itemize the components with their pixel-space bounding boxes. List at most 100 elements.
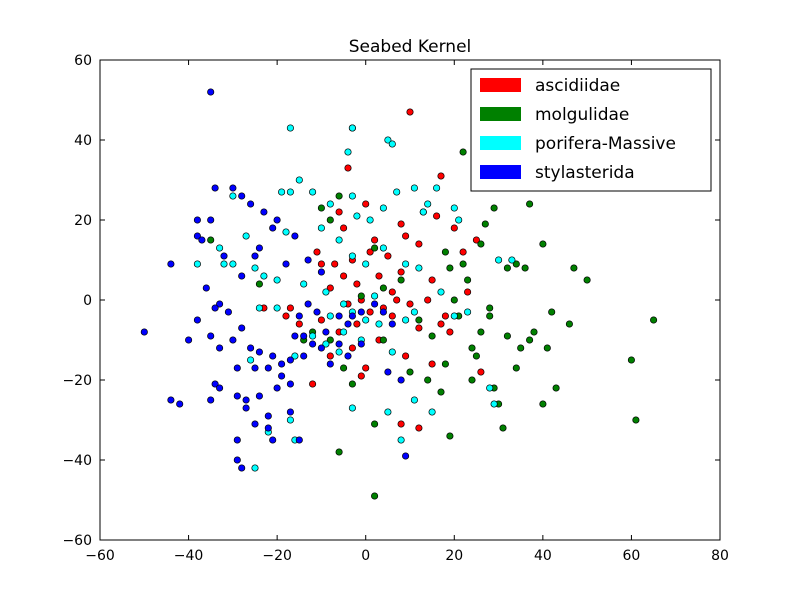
point-porifera-Massive	[335, 236, 343, 244]
point-stylasterida	[335, 340, 343, 348]
point-molgulidae	[627, 356, 635, 364]
point-stylasterida	[357, 308, 365, 316]
point-porifera-Massive	[295, 176, 303, 184]
point-stylasterida	[229, 336, 237, 344]
point-molgulidae	[424, 376, 432, 384]
y-tick-label: 20	[74, 213, 92, 229]
point-porifera-Massive	[450, 312, 458, 320]
point-ascidiidae	[317, 316, 325, 324]
point-porifera-Massive	[340, 328, 348, 336]
point-porifera-Massive	[300, 280, 308, 288]
x-tick-label: −60	[85, 548, 115, 564]
point-porifera-Massive	[362, 316, 370, 324]
point-stylasterida	[273, 216, 281, 224]
point-porifera-Massive	[402, 260, 410, 268]
point-ascidiidae	[357, 372, 365, 380]
point-molgulidae	[379, 284, 387, 292]
point-molgulidae	[446, 432, 454, 440]
point-stylasterida	[322, 328, 330, 336]
point-porifera-Massive	[375, 320, 383, 328]
point-stylasterida	[269, 224, 277, 232]
point-stylasterida	[198, 236, 206, 244]
point-stylasterida	[326, 360, 334, 368]
point-stylasterida	[193, 316, 201, 324]
point-molgulidae	[326, 336, 334, 344]
point-stylasterida	[185, 336, 193, 344]
point-porifera-Massive	[362, 260, 370, 268]
point-molgulidae	[548, 308, 556, 316]
y-tick-label: 40	[74, 133, 92, 149]
point-molgulidae	[512, 364, 520, 372]
point-stylasterida	[255, 244, 263, 252]
point-stylasterida	[255, 392, 263, 400]
point-ascidiidae	[464, 288, 472, 296]
point-porifera-Massive	[397, 436, 405, 444]
point-molgulidae	[441, 248, 449, 256]
point-ascidiidae	[459, 248, 467, 256]
point-stylasterida	[242, 396, 250, 404]
x-tick-label: 20	[445, 548, 463, 564]
point-ascidiidae	[397, 220, 405, 228]
point-stylasterida	[269, 436, 277, 444]
point-molgulidae	[464, 276, 472, 284]
point-ascidiidae	[428, 276, 436, 284]
point-molgulidae	[486, 312, 494, 320]
point-porifera-Massive	[344, 148, 352, 156]
point-stylasterida	[384, 368, 392, 376]
point-molgulidae	[472, 352, 480, 360]
point-porifera-Massive	[348, 124, 356, 132]
point-molgulidae	[335, 192, 343, 200]
point-ascidiidae	[282, 312, 290, 320]
point-porifera-Massive	[353, 212, 361, 220]
legend-swatch-porifera-Massive	[480, 136, 521, 150]
point-ascidiidae	[366, 248, 374, 256]
point-stylasterida	[264, 412, 272, 420]
point-porifera-Massive	[291, 352, 299, 360]
point-ascidiidae	[344, 164, 352, 172]
point-porifera-Massive	[424, 200, 432, 208]
point-molgulidae	[317, 204, 325, 212]
point-molgulidae	[207, 236, 215, 244]
point-molgulidae	[335, 448, 343, 456]
point-ascidiidae	[317, 260, 325, 268]
point-porifera-Massive	[309, 332, 317, 340]
point-porifera-Massive	[433, 184, 441, 192]
data-points	[140, 88, 658, 500]
point-porifera-Massive	[193, 260, 201, 268]
point-ascidiidae	[428, 360, 436, 368]
point-molgulidae	[521, 264, 529, 272]
chart-title: Seabed Kernel	[349, 37, 472, 57]
point-porifera-Massive	[393, 188, 401, 196]
y-tick-label: −20	[62, 373, 92, 389]
point-molgulidae	[477, 240, 485, 248]
point-stylasterida	[291, 332, 299, 340]
point-stylasterida	[371, 300, 379, 308]
point-ascidiidae	[371, 236, 379, 244]
point-molgulidae	[486, 304, 494, 312]
legend: ascidiidae molgulidae porifera-Massive styl…	[470, 68, 712, 192]
point-porifera-Massive	[410, 184, 418, 192]
point-ascidiidae	[441, 312, 449, 320]
point-porifera-Massive	[410, 308, 418, 316]
point-porifera-Massive	[388, 348, 396, 356]
point-porifera-Massive	[251, 264, 259, 272]
point-porifera-Massive	[486, 384, 494, 392]
point-stylasterida	[224, 308, 232, 316]
point-ascidiidae	[402, 232, 410, 240]
point-ascidiidae	[477, 368, 485, 376]
point-ascidiidae	[286, 304, 294, 312]
point-porifera-Massive	[326, 312, 334, 320]
point-molgulidae	[326, 216, 334, 224]
point-stylasterida	[304, 256, 312, 264]
point-stylasterida	[220, 252, 228, 260]
point-ascidiidae	[375, 272, 383, 280]
point-porifera-Massive	[455, 216, 463, 224]
point-stylasterida	[317, 268, 325, 276]
point-stylasterida	[264, 424, 272, 432]
point-stylasterida	[286, 356, 294, 364]
point-ascidiidae	[362, 364, 370, 372]
series-ascidiidae	[260, 108, 485, 432]
point-molgulidae	[459, 260, 467, 268]
point-porifera-Massive	[348, 404, 356, 412]
